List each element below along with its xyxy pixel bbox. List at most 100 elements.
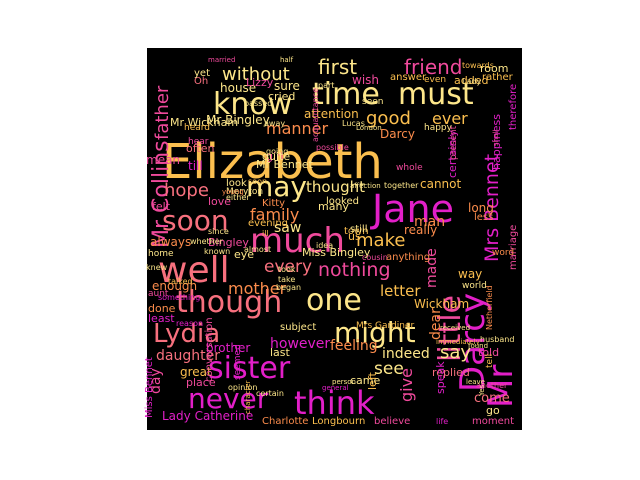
- cloud-word: every: [264, 257, 312, 277]
- cloud-word: affection: [350, 182, 381, 190]
- cloud-word: one: [306, 283, 362, 318]
- cloud-word: almost: [244, 245, 271, 254]
- cloud-word: good: [366, 108, 411, 129]
- cloud-word: yet: [194, 68, 210, 79]
- cloud-word: soon: [162, 204, 229, 237]
- cloud-word: place: [186, 376, 216, 389]
- cloud-word: evening: [248, 218, 288, 229]
- cloud-word: home: [148, 249, 174, 259]
- cloud-word: us: [348, 230, 361, 243]
- cloud-word: brother: [206, 341, 250, 355]
- cloud-word: came: [350, 374, 381, 387]
- cloud-word: Mrs Bennet: [481, 154, 503, 262]
- cloud-word: Darcy: [453, 293, 493, 392]
- cloud-word: first: [318, 55, 357, 79]
- cloud-word: must: [398, 77, 474, 112]
- cloud-word: saw: [274, 220, 301, 236]
- cloud-word: anything: [386, 252, 430, 263]
- cloud-word: hope: [164, 180, 209, 201]
- cloud-word: family: [250, 205, 299, 224]
- cloud-word: dear: [428, 308, 444, 340]
- cloud-word: Jane: [370, 187, 454, 231]
- cloud-word: acquaintance: [311, 88, 320, 142]
- cloud-word: Miss Bingley: [302, 246, 371, 259]
- cloud-word: day: [148, 368, 164, 394]
- cloud-word: received: [440, 324, 470, 332]
- cloud-word: whether: [190, 237, 224, 246]
- cloud-word: great: [180, 365, 212, 379]
- cloud-word: since: [208, 227, 229, 236]
- cloud-word: Lady: [462, 77, 481, 86]
- cloud-word: possible: [316, 143, 349, 152]
- cloud-word: part: [318, 81, 334, 90]
- cloud-word: Mrs Gardiner: [356, 321, 415, 331]
- cloud-word: half: [280, 56, 294, 64]
- cloud-word: make: [356, 230, 405, 251]
- cloud-word: love: [208, 195, 231, 208]
- cloud-word: often: [186, 142, 214, 155]
- cloud-word: made: [424, 248, 440, 288]
- cloud-canvas: [147, 48, 522, 430]
- cloud-word: believe: [374, 416, 410, 427]
- cloud-word: left: [366, 371, 379, 390]
- cloud-word: life: [436, 417, 448, 426]
- cloud-word: enough: [152, 279, 197, 293]
- cloud-word: sure: [274, 79, 300, 93]
- cloud-word: known: [204, 247, 230, 256]
- cloud-word: well: [158, 250, 230, 291]
- cloud-word: towards: [462, 61, 494, 70]
- cloud-word: happiness: [490, 114, 503, 170]
- cloud-word: felt: [152, 200, 171, 213]
- cloud-word: therefore: [508, 84, 519, 130]
- cloud-word: certainly: [446, 130, 459, 178]
- cloud-word: answer: [390, 72, 427, 83]
- cloud-word: passed: [244, 99, 272, 108]
- cloud-word: added: [454, 74, 488, 87]
- cloud-word: say: [440, 342, 471, 363]
- cloud-word: shall: [492, 130, 500, 146]
- cloud-word: Meryton: [226, 187, 263, 197]
- cloud-word: told: [478, 346, 499, 359]
- cloud-word: still: [350, 224, 367, 235]
- cloud-word: however: [270, 336, 330, 352]
- cloud-word: hear: [188, 137, 209, 147]
- cloud-word: moment: [472, 416, 514, 427]
- cloud-word: another: [476, 381, 508, 390]
- cloud-word: mean: [146, 153, 180, 167]
- cloud-word: girl: [266, 150, 284, 163]
- cloud-word: character: [244, 380, 252, 414]
- cloud-word: ever: [432, 109, 468, 128]
- cloud-word: subject: [280, 322, 316, 333]
- cloud-word: though: [176, 285, 282, 320]
- cloud-word: friend: [404, 55, 463, 79]
- cloud-word: speak: [434, 361, 447, 394]
- cloud-word: may: [246, 170, 307, 203]
- cloud-word: idea: [316, 241, 333, 250]
- cloud-word: Mr Bennet: [256, 158, 314, 171]
- cloud-word: always: [150, 235, 191, 249]
- cloud-word: looked: [326, 196, 359, 207]
- cloud-word: either: [226, 193, 250, 202]
- cloud-word: took: [278, 265, 296, 274]
- cloud-word: really: [404, 223, 437, 237]
- cloud-word: happy: [424, 123, 453, 133]
- cloud-word: man: [414, 214, 445, 230]
- cloud-word: daughter: [156, 348, 220, 364]
- cloud-word: away: [264, 119, 285, 128]
- cloud-word: opinion: [228, 383, 257, 392]
- cloud-word: talked: [168, 277, 193, 286]
- cloud-word: feeling: [330, 338, 378, 354]
- cloud-word: young: [222, 188, 244, 196]
- cloud-word: Mr Wickham: [170, 116, 238, 129]
- cloud-word: Lady Catherine: [162, 409, 253, 423]
- cloud-word: going: [266, 147, 288, 156]
- cloud-word: even: [424, 75, 446, 85]
- cloud-word: wish: [352, 73, 379, 87]
- cloud-word: letter: [380, 282, 421, 300]
- cloud-word: Charlotte: [262, 416, 308, 427]
- cloud-word: seen: [362, 97, 383, 107]
- cloud-word: Miss Bennet: [144, 357, 155, 418]
- cloud-word: husband: [480, 335, 514, 344]
- cloud-word: Lizzy: [246, 76, 274, 89]
- cloud-word: Wickham: [414, 297, 469, 311]
